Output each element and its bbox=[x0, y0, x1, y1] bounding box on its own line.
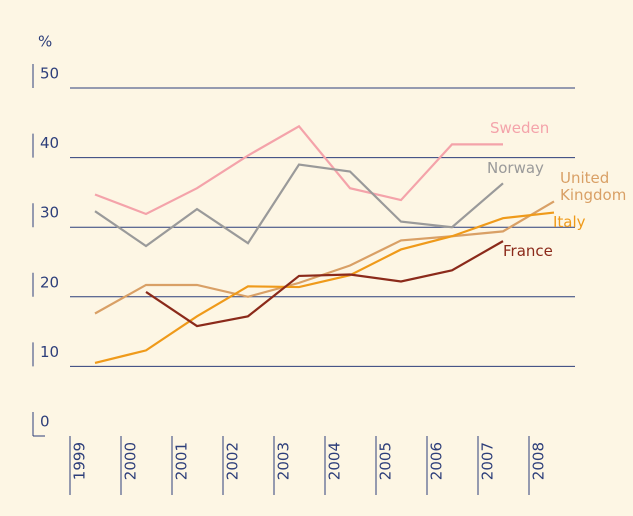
x-tick-label: 2001 bbox=[173, 442, 191, 480]
series-line bbox=[94, 211, 555, 364]
x-tick-label: 2003 bbox=[275, 442, 293, 480]
x-tick-label: 2000 bbox=[122, 442, 140, 480]
series-label: Sweden bbox=[490, 119, 550, 137]
x-tick-label: 2004 bbox=[326, 442, 344, 480]
y-tick-label: 0 bbox=[40, 413, 50, 431]
y-axis-label: % bbox=[38, 33, 52, 51]
x-tick-label: 2006 bbox=[428, 442, 446, 480]
x-tick-label: 2007 bbox=[479, 442, 497, 480]
series-line bbox=[94, 124, 503, 216]
series-label: France bbox=[503, 242, 553, 260]
y-tick-label: 20 bbox=[40, 273, 59, 291]
x-tick-label: 1999 bbox=[71, 442, 89, 480]
x-tick-label: 2002 bbox=[224, 442, 242, 480]
y-tick-label: 40 bbox=[40, 134, 59, 152]
series-label: United Kingdom bbox=[560, 169, 627, 204]
y-tick-label: 10 bbox=[40, 343, 59, 361]
y-tick-label: 30 bbox=[40, 204, 59, 222]
x-tick-label: 2008 bbox=[530, 442, 548, 480]
series-label: Italy bbox=[553, 213, 586, 231]
series-label: Norway bbox=[487, 159, 544, 177]
x-tick-label: 2005 bbox=[377, 442, 395, 480]
series-line bbox=[145, 240, 504, 328]
y-tick-label: 50 bbox=[40, 65, 59, 83]
series-line bbox=[94, 163, 504, 248]
